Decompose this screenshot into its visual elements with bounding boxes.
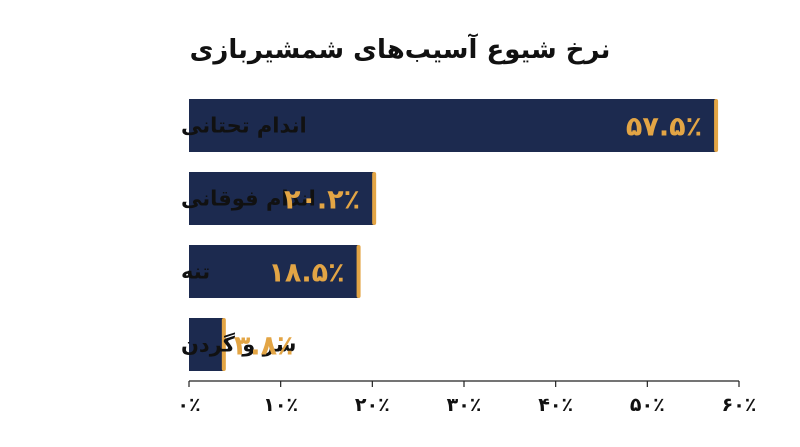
x-tick-label: ۵۰٪ — [630, 394, 665, 416]
x-tick-label: ۱۰٪ — [263, 394, 298, 416]
bar — [189, 99, 717, 152]
bar — [189, 172, 375, 225]
bar-end-cap — [714, 99, 719, 152]
x-tick-label: ۰٪ — [177, 394, 200, 416]
bar — [189, 245, 359, 298]
category-label: اندام تحتانی — [181, 114, 307, 138]
data-label: ۵۷.۵٪ — [626, 112, 702, 143]
x-tick-label: ۴۰٪ — [538, 394, 573, 416]
x-tick-label: ۶۰٪ — [722, 394, 757, 416]
data-label: ۳.۸٪ — [234, 331, 294, 362]
data-label: ۲۰.۲٪ — [284, 185, 360, 216]
bar-end-cap — [221, 318, 226, 371]
x-axis: ۰٪ ۱۰٪ ۲۰٪ ۳۰٪ ۴۰٪ ۵۰٪ ۶۰٪ — [177, 380, 757, 416]
category-label: سر و گردن — [181, 332, 296, 357]
bar-end-cap — [372, 172, 377, 225]
category-label: تنه — [181, 260, 210, 284]
chart-title: نرخ شیوع آسیب‌های شمشیربازی — [190, 33, 611, 65]
x-tick-label: ۳۰٪ — [447, 394, 482, 416]
bar — [189, 318, 224, 371]
data-label: ۱۸.۵٪ — [268, 258, 344, 289]
category-label: اندام فوقانی — [181, 187, 316, 211]
bar-end-cap — [356, 245, 361, 298]
x-tick-label: ۲۰٪ — [355, 394, 390, 416]
